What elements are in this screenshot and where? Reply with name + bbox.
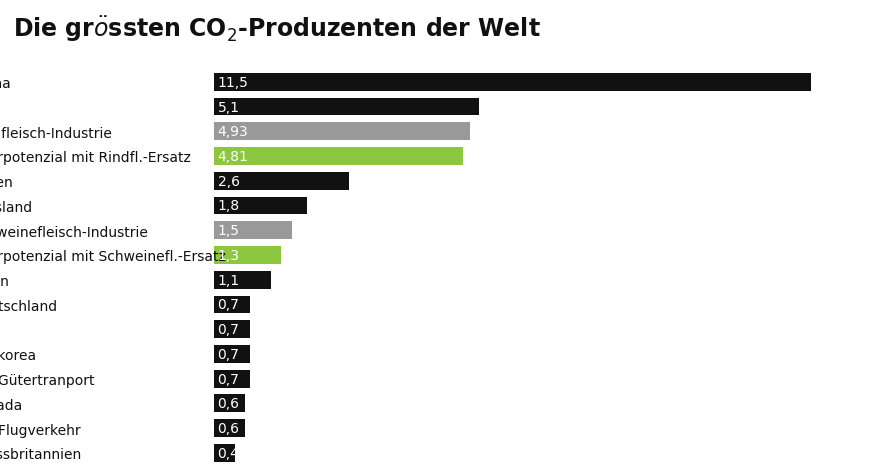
Bar	[214, 444, 235, 462]
Bar	[214, 247, 281, 264]
Text: 0,7: 0,7	[217, 298, 239, 312]
Text: 4,81: 4,81	[217, 149, 249, 164]
Bar	[214, 271, 271, 289]
Text: 4,93: 4,93	[217, 125, 248, 139]
Text: 0,7: 0,7	[217, 347, 239, 361]
Text: 0,6: 0,6	[217, 397, 239, 410]
Bar	[214, 74, 811, 91]
Bar	[214, 370, 251, 388]
Bar	[214, 123, 470, 141]
Text: 0,6: 0,6	[217, 421, 239, 435]
Bar	[214, 222, 292, 239]
Text: 2,6: 2,6	[217, 174, 239, 188]
Text: 5,1: 5,1	[217, 100, 239, 114]
Text: 1,5: 1,5	[217, 224, 239, 238]
Bar	[214, 172, 349, 190]
Text: 11,5: 11,5	[217, 76, 249, 89]
Text: 1,3: 1,3	[217, 248, 239, 262]
Bar	[214, 395, 245, 412]
Text: 0,7: 0,7	[217, 372, 239, 386]
Bar	[214, 197, 307, 215]
Text: 1,1: 1,1	[217, 273, 240, 287]
Bar	[214, 148, 464, 166]
Bar	[214, 296, 251, 314]
Bar	[214, 320, 251, 338]
Text: 0,4: 0,4	[217, 446, 239, 460]
Text: 1,8: 1,8	[217, 199, 240, 213]
Bar	[214, 419, 245, 437]
Bar	[214, 99, 478, 116]
Bar	[214, 345, 251, 363]
Text: Die gr$\ddot{o}$ssten CO$_2$-Produzenten der Welt: Die gr$\ddot{o}$ssten CO$_2$-Produzenten…	[13, 14, 541, 44]
Text: 0,7: 0,7	[217, 322, 239, 337]
